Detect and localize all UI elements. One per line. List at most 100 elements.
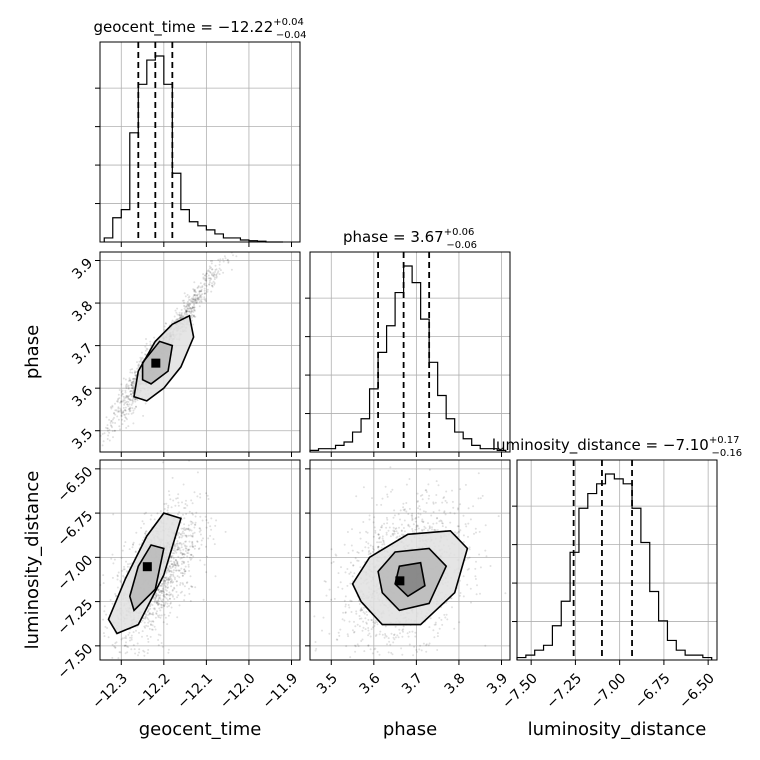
sample-point — [116, 400, 119, 403]
sample-point — [394, 625, 397, 628]
sample-point — [190, 523, 193, 526]
sample-point — [120, 400, 123, 403]
sample-point — [419, 513, 422, 516]
sample-point — [207, 277, 210, 280]
sample-point — [457, 531, 460, 533]
sample-point — [360, 609, 363, 611]
sample-point — [115, 409, 118, 412]
sample-point — [122, 399, 125, 402]
sample-point — [467, 522, 470, 525]
sample-point — [183, 301, 185, 304]
sample-point — [141, 520, 144, 523]
sample-point — [187, 304, 190, 307]
sample-point — [127, 380, 130, 382]
sample-point — [430, 514, 433, 517]
sample-point — [193, 289, 195, 292]
sample-point — [369, 544, 372, 547]
sample-point — [187, 560, 190, 563]
sample-point — [159, 616, 162, 619]
sample-point — [160, 614, 163, 617]
sample-point — [200, 298, 203, 301]
sample-point — [185, 535, 188, 538]
sample-point — [407, 524, 410, 527]
sample-point — [185, 309, 187, 312]
sample-point — [213, 276, 216, 279]
sample-point — [186, 303, 189, 306]
sample-point — [169, 573, 172, 576]
sample-point — [346, 584, 349, 587]
sample-point — [188, 540, 191, 543]
sample-point — [185, 311, 188, 314]
sample-point — [174, 569, 177, 572]
sample-point — [129, 379, 132, 382]
sample-point — [343, 599, 346, 602]
sample-point — [475, 531, 477, 534]
sample-point — [210, 266, 212, 269]
sample-point — [106, 429, 109, 432]
sample-point — [132, 387, 135, 390]
sample-point — [187, 524, 190, 527]
sample-point — [202, 276, 205, 279]
sample-point — [197, 297, 199, 300]
x-tick-label-geocent_time: −11.9 — [260, 670, 302, 712]
sample-point — [314, 641, 317, 643]
sample-point — [197, 286, 200, 289]
sample-point — [389, 466, 392, 469]
panel-luminosity_distance-vs-geocent_time — [95, 459, 301, 665]
sample-point — [139, 360, 142, 363]
sample-point — [123, 568, 126, 571]
sample-point — [163, 595, 166, 598]
sample-point — [356, 551, 359, 554]
sample-point — [129, 398, 132, 401]
sample-point — [377, 545, 380, 548]
sample-point — [132, 378, 135, 381]
sample-point — [206, 288, 209, 291]
sample-point — [428, 527, 431, 530]
sample-point — [194, 299, 197, 302]
sample-point — [117, 418, 120, 421]
sample-point — [127, 413, 130, 415]
sample-point — [214, 524, 217, 527]
sample-point — [132, 543, 135, 546]
sample-point — [129, 636, 131, 639]
sample-point — [183, 527, 186, 529]
sample-point — [370, 628, 373, 631]
sample-point — [189, 600, 192, 602]
sample-point — [187, 534, 190, 537]
sample-point — [113, 429, 116, 432]
sample-point — [164, 582, 167, 585]
sample-point — [351, 549, 354, 552]
sample-point — [206, 555, 208, 558]
sample-point — [199, 296, 202, 299]
sample-point — [124, 378, 127, 381]
sample-point — [132, 377, 135, 380]
sample-point — [119, 401, 122, 404]
sample-point — [121, 389, 124, 392]
sample-point — [181, 560, 184, 563]
sample-point — [186, 310, 189, 313]
sample-point — [106, 427, 109, 430]
sample-point — [196, 287, 199, 289]
sample-point — [374, 531, 377, 534]
sample-point — [408, 478, 411, 480]
sample-point — [113, 412, 116, 414]
sample-point — [143, 621, 146, 624]
sample-point — [205, 526, 208, 529]
sample-point — [406, 632, 409, 635]
sample-point — [188, 569, 191, 572]
sample-point — [138, 631, 140, 634]
sample-point — [146, 634, 149, 637]
sample-point — [173, 598, 176, 600]
sample-point — [452, 506, 455, 509]
sample-point — [120, 400, 123, 403]
sample-point — [209, 534, 212, 537]
sample-point — [182, 552, 185, 555]
sample-point — [451, 606, 453, 609]
sample-point — [126, 385, 129, 388]
sample-point — [407, 513, 410, 515]
sample-point — [181, 299, 184, 302]
sample-point — [195, 511, 198, 514]
sample-point — [128, 378, 131, 381]
sample-point — [123, 399, 126, 402]
sample-point — [193, 294, 196, 296]
